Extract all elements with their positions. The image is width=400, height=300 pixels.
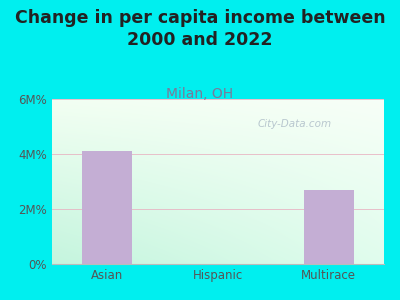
Bar [82,151,132,264]
Text: City-Data.com: City-Data.com [258,119,332,129]
Text: Milan, OH: Milan, OH [166,87,234,101]
Bar [304,190,354,264]
Text: Change in per capita income between
2000 and 2022: Change in per capita income between 2000… [15,9,385,49]
